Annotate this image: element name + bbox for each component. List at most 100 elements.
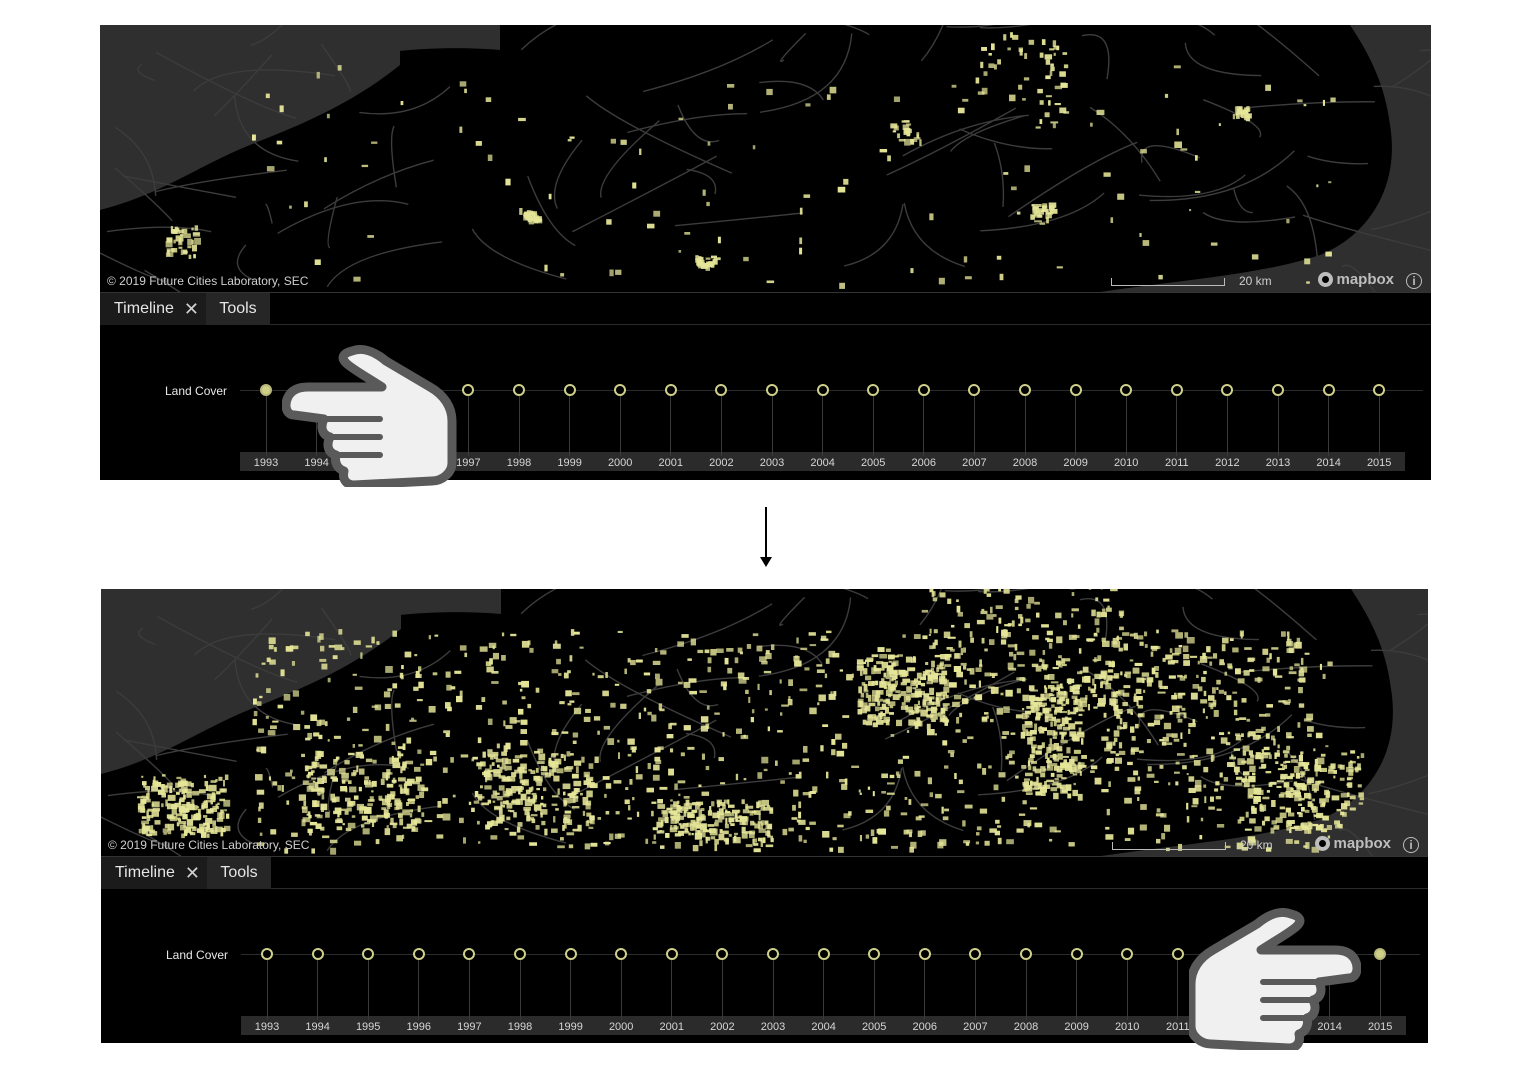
timeline-stop-1997[interactable]: 1997 <box>456 384 481 469</box>
timeline-stop-2006[interactable]: 2006 <box>913 948 937 1033</box>
timeline-dot[interactable] <box>715 384 728 396</box>
timeline-stop-1998[interactable]: 1998 <box>508 948 532 1033</box>
timeline-stop-2015[interactable]: 2015 <box>1368 948 1392 1033</box>
timeline-dot[interactable] <box>1322 384 1335 396</box>
map-view[interactable]: © 2019 Future Cities Laboratory, SEC 20 … <box>100 25 1431 292</box>
timeline-stop-2012[interactable]: 2012 <box>1215 384 1240 469</box>
timeline-dot[interactable] <box>1221 384 1234 396</box>
timeline-dot[interactable] <box>968 384 981 396</box>
timeline-stop-2008[interactable]: 2008 <box>1014 948 1038 1033</box>
timeline-stop-2007[interactable]: 2007 <box>962 384 987 469</box>
timeline-dot[interactable] <box>1121 948 1134 960</box>
map-view[interactable]: © 2019 Future Cities Laboratory, SEC 20 … <box>101 589 1428 856</box>
timeline-dot[interactable] <box>917 384 930 396</box>
timeline-dot[interactable] <box>1120 384 1133 396</box>
timeline-dot[interactable] <box>1374 948 1387 960</box>
timeline-stop-2008[interactable]: 2008 <box>1013 384 1037 469</box>
info-icon[interactable]: i <box>1403 837 1419 853</box>
timeline-stop-2014[interactable]: 2014 <box>1316 384 1341 469</box>
timeline-stop-2000[interactable]: 2000 <box>608 384 632 469</box>
timeline-stop-2011[interactable]: 2011 <box>1166 948 1190 1033</box>
timeline-stop-1993[interactable]: 1993 <box>255 948 279 1033</box>
timeline-stop-1997[interactable]: 1997 <box>457 948 482 1033</box>
timeline-stop-2000[interactable]: 2000 <box>609 948 633 1033</box>
tab-timeline[interactable]: Timeline ✕ <box>101 857 207 889</box>
timeline-stop-2010[interactable]: 2010 <box>1114 384 1138 469</box>
timeline-dot[interactable] <box>261 948 273 960</box>
timeline-dot[interactable] <box>1069 384 1082 396</box>
timeline-dot[interactable] <box>767 948 779 960</box>
timeline-stop-1999[interactable]: 1999 <box>557 384 582 469</box>
timeline-stop-2002[interactable]: 2002 <box>709 384 734 469</box>
timeline-stop-2011[interactable]: 2011 <box>1165 384 1189 469</box>
timeline-year-label: 2001 <box>658 457 684 469</box>
timeline-stop-2006[interactable]: 2006 <box>912 384 936 469</box>
timeline-stop-2004[interactable]: 2004 <box>811 948 836 1033</box>
timeline-stop-2001[interactable]: 2001 <box>659 384 683 469</box>
tab-tools[interactable]: Tools <box>206 293 270 325</box>
timeline-year-label: 1994 <box>305 1021 330 1033</box>
timeline-dot[interactable] <box>969 948 982 960</box>
timeline-stop-1999[interactable]: 1999 <box>558 948 583 1033</box>
basemap <box>101 589 1428 856</box>
timeline-dot[interactable] <box>1170 384 1183 396</box>
timeline-stop-2005[interactable]: 2005 <box>861 384 885 469</box>
tab-tools[interactable]: Tools <box>207 857 271 889</box>
timeline-dot[interactable] <box>260 384 272 396</box>
timeline-dot[interactable] <box>1070 948 1083 960</box>
timeline-stop-2009[interactable]: 2009 <box>1064 948 1089 1033</box>
timeline-dot[interactable] <box>1373 384 1386 396</box>
close-icon[interactable]: ✕ <box>184 862 200 883</box>
timeline-dot[interactable] <box>1272 384 1284 396</box>
timeline-dot[interactable] <box>1019 384 1031 396</box>
timeline-dot[interactable] <box>412 948 425 960</box>
timeline-dot[interactable] <box>564 948 577 960</box>
timeline-dot[interactable] <box>462 384 475 396</box>
timeline-stop-2003[interactable]: 2003 <box>760 384 784 469</box>
info-icon[interactable]: i <box>1406 273 1422 289</box>
timeline-stop-2005[interactable]: 2005 <box>862 948 886 1033</box>
timeline-stem <box>1075 396 1077 456</box>
tab-timeline[interactable]: Timeline ✕ <box>100 293 206 325</box>
timeline-dot[interactable] <box>311 948 324 960</box>
timeline-dot[interactable] <box>664 384 677 396</box>
timeline-dot[interactable] <box>867 384 880 396</box>
timeline-dot[interactable] <box>1020 948 1032 960</box>
timeline-stop-1994[interactable]: 1994 <box>305 948 330 1033</box>
timeline-stop-2015[interactable]: 2015 <box>1367 384 1391 469</box>
timeline-stop-2007[interactable]: 2007 <box>963 948 988 1033</box>
timeline-dot[interactable] <box>868 948 881 960</box>
timeline-stop-2003[interactable]: 2003 <box>761 948 785 1033</box>
timeline-stop-2010[interactable]: 2010 <box>1115 948 1139 1033</box>
timeline-dot[interactable] <box>514 948 526 960</box>
timeline-stem <box>1024 396 1026 456</box>
timeline-stop-2004[interactable]: 2004 <box>810 384 835 469</box>
timeline-stop-2009[interactable]: 2009 <box>1063 384 1088 469</box>
mapbox-logo[interactable]: mapbox <box>1315 835 1391 852</box>
timeline-year-label: 2010 <box>1114 1021 1140 1033</box>
timeline-dot[interactable] <box>615 948 628 960</box>
timeline-stop-1998[interactable]: 1998 <box>507 384 531 469</box>
timeline-dot[interactable] <box>513 384 525 396</box>
timeline-stop-2001[interactable]: 2001 <box>660 948 684 1033</box>
timeline-dot[interactable] <box>665 948 678 960</box>
timeline-dot[interactable] <box>716 948 729 960</box>
timeline-year-label: 2008 <box>1013 1021 1039 1033</box>
timeline-stop-2013[interactable]: 2013 <box>1266 384 1290 469</box>
timeline-dot[interactable] <box>362 948 375 960</box>
mapbox-logo[interactable]: mapbox <box>1318 271 1394 288</box>
timeline-dot[interactable] <box>563 384 576 396</box>
timeline-stop-2002[interactable]: 2002 <box>710 948 735 1033</box>
timeline-year-label: 1997 <box>456 457 481 469</box>
timeline-stop-1996[interactable]: 1996 <box>407 948 431 1033</box>
timeline-dot[interactable] <box>614 384 627 396</box>
timeline-stop-1993[interactable]: 1993 <box>254 384 278 469</box>
timeline-dot[interactable] <box>817 948 830 960</box>
close-icon[interactable]: ✕ <box>183 298 199 319</box>
timeline-dot[interactable] <box>1171 948 1184 960</box>
timeline-stop-1995[interactable]: 1995 <box>356 948 380 1033</box>
timeline-dot[interactable] <box>766 384 778 396</box>
timeline-dot[interactable] <box>816 384 829 396</box>
timeline-dot[interactable] <box>918 948 931 960</box>
timeline-dot[interactable] <box>463 948 476 960</box>
